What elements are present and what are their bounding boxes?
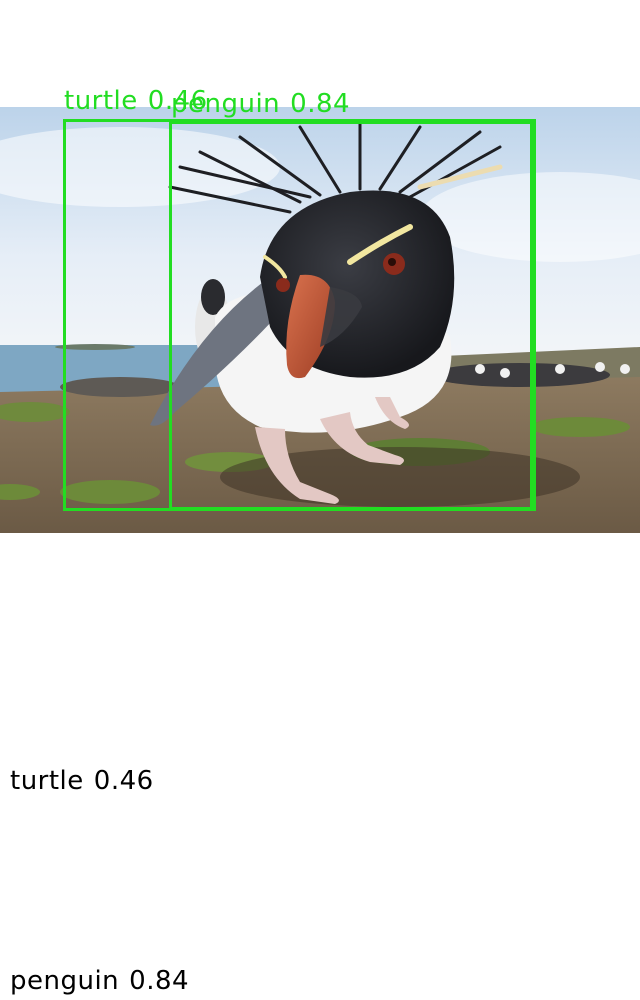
turtle-detection-label: turtle 0.46 [64,88,208,114]
turtle-score: 0.46 [147,86,208,116]
turtle-class-name: turtle [64,86,138,116]
legend-penguin-class-name: penguin [10,966,120,996]
penguin-detection-box [169,121,533,510]
penguin-class-name: penguin [171,89,281,119]
legend-penguin-score: 0.84 [129,966,190,996]
legend-item-penguin: penguin 0.84 [10,968,189,994]
legend-turtle-class-name: turtle [10,766,84,796]
penguin-score: 0.84 [290,89,351,119]
legend-turtle-score: 0.46 [93,766,154,796]
legend-item-turtle: turtle 0.46 [10,768,154,794]
penguin-detection-label: penguin 0.84 [171,91,350,117]
